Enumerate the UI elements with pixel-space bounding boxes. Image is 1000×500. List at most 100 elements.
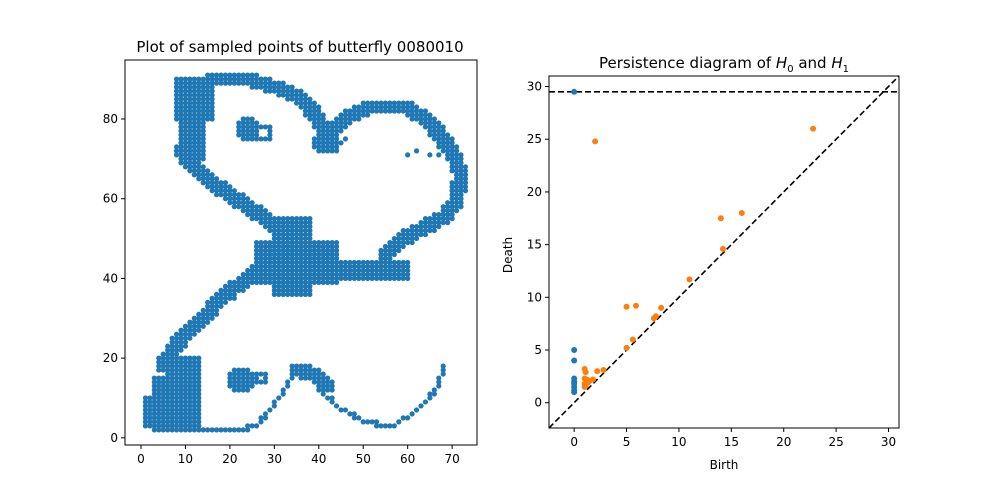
butterfly-point (453, 148, 460, 154)
butterfly-point (262, 379, 269, 385)
butterfly-point (276, 227, 282, 234)
butterfly-point (267, 247, 273, 254)
butterfly-point (187, 391, 193, 397)
butterfly-point (213, 72, 220, 78)
butterfly-point (449, 136, 455, 142)
butterfly-point (298, 279, 304, 285)
butterfly-point (449, 160, 455, 166)
butterfly-point (449, 216, 455, 222)
butterfly-point (267, 279, 273, 285)
butterfly-point (369, 259, 375, 266)
butterfly-point (436, 140, 442, 146)
butterfly-point (249, 84, 255, 90)
butterfly-point (338, 124, 344, 130)
butterfly-point (191, 359, 197, 365)
butterfly-point (218, 188, 224, 194)
butterfly-point (440, 220, 446, 226)
butterfly-point (245, 204, 251, 210)
butterfly-point (249, 200, 255, 206)
butterfly-point (316, 279, 322, 285)
butterfly-point (182, 128, 189, 134)
butterfly-point (453, 196, 460, 202)
butterfly-point (396, 243, 402, 250)
butterfly-point (196, 311, 202, 317)
butterfly-point (227, 295, 233, 301)
butterfly-point (196, 415, 202, 421)
butterfly-point (236, 383, 242, 389)
butterfly-point (271, 399, 277, 405)
butterfly-point (271, 220, 277, 226)
butterfly-point (325, 379, 331, 385)
butterfly-point (311, 120, 317, 126)
butterfly-point (427, 216, 433, 222)
butterfly-point (151, 403, 157, 409)
butterfly-point (325, 140, 331, 146)
butterfly-point (182, 80, 189, 86)
butterfly-point (267, 88, 273, 94)
butterfly-point (369, 263, 375, 270)
butterfly-point (320, 371, 326, 377)
butterfly-point (196, 80, 202, 86)
butterfly-point (325, 251, 331, 258)
butterfly-point (293, 227, 300, 234)
butterfly-point (178, 391, 184, 397)
butterfly-point (320, 267, 326, 274)
butterfly-point (453, 160, 460, 166)
butterfly-point (173, 335, 180, 341)
butterfly-point (182, 379, 189, 385)
butterfly-point (276, 287, 282, 293)
butterfly-point (316, 255, 322, 262)
butterfly-point (307, 100, 313, 106)
butterfly-point (156, 423, 162, 429)
butterfly-point (231, 80, 237, 86)
butterfly-point (276, 267, 282, 274)
butterfly-point (213, 291, 220, 297)
butterfly-point (285, 263, 291, 270)
butterfly-point (449, 180, 455, 186)
butterfly-point (307, 279, 313, 285)
butterfly-point (160, 415, 166, 421)
butterfly-point (271, 403, 277, 409)
butterfly-point (307, 112, 313, 118)
butterfly-point (280, 275, 286, 282)
butterfly-point (236, 200, 242, 206)
butterfly-point (182, 339, 189, 345)
butterfly-point (187, 335, 193, 341)
butterfly-point (293, 371, 300, 377)
butterfly-point (165, 351, 171, 357)
butterfly-point (285, 227, 291, 234)
butterfly-point (422, 120, 429, 126)
butterfly-point (356, 271, 362, 278)
butterfly-point (271, 216, 277, 222)
butterfly-point (289, 279, 295, 285)
butterfly-point (182, 383, 189, 389)
butterfly-point (329, 148, 335, 154)
butterfly-point (187, 96, 193, 102)
butterfly-point (191, 164, 197, 170)
butterfly-point (338, 116, 344, 122)
butterfly-point (240, 196, 246, 202)
butterfly-point (293, 231, 300, 238)
butterfly-point (258, 371, 264, 377)
butterfly-point (302, 263, 309, 270)
butterfly-point (173, 415, 180, 421)
butterfly-point (182, 327, 189, 333)
butterfly-point (191, 132, 197, 138)
butterfly-point (187, 379, 193, 385)
butterfly-point (222, 188, 229, 194)
butterfly-point (436, 120, 442, 126)
butterfly-point (280, 80, 286, 86)
butterfly-point (209, 116, 215, 122)
butterfly-point (236, 275, 242, 282)
butterfly-point (205, 92, 211, 98)
butterfly-point (280, 287, 286, 293)
butterfly-point (245, 136, 251, 142)
butterfly-point (387, 267, 393, 274)
butterfly-point (320, 251, 326, 258)
butterfly-point (147, 395, 153, 401)
butterfly-point (342, 271, 349, 278)
butterfly-point (182, 387, 189, 393)
butterfly-point (369, 108, 375, 114)
butterfly-point (409, 239, 415, 246)
butterfly-point (405, 263, 411, 270)
